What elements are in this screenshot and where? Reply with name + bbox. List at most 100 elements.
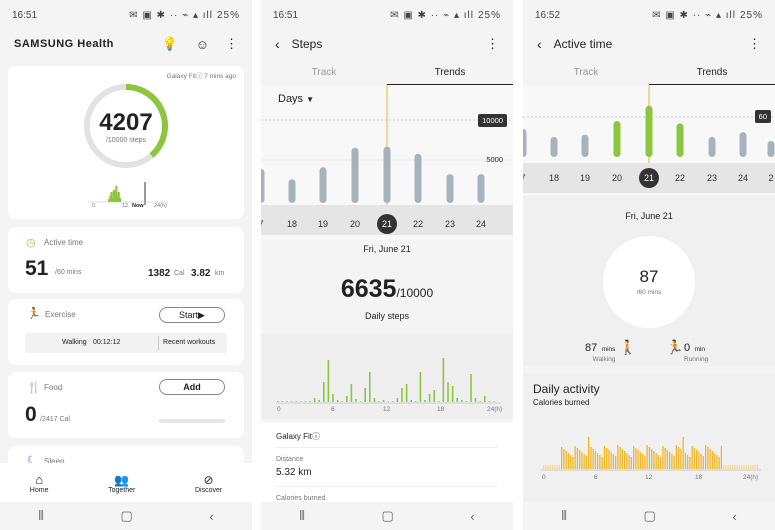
hour-bar [752, 465, 754, 469]
hour-bar [642, 454, 644, 469]
signal-icons: ✉ ▣ ✱ ·· ⌁ ▴ ıll [129, 9, 213, 21]
food-goal: /2417 Cal [40, 416, 70, 423]
walking-unit: mins [601, 346, 616, 353]
day-label[interactable]: 22 [413, 219, 423, 229]
period-selector[interactable]: Days ▼ [278, 93, 314, 105]
calories-unit: Cal [174, 270, 185, 277]
axis-0: 0 [542, 474, 546, 481]
day-label[interactable]: 18 [549, 173, 559, 183]
recent-workouts-link[interactable]: Recent workouts [163, 339, 216, 346]
day-label[interactable]: 24 [738, 173, 748, 183]
day-bar[interactable] [645, 105, 653, 157]
day-bar[interactable] [383, 146, 391, 203]
brand-title: SAMSUNG Health [14, 38, 114, 50]
back-arrow-icon[interactable]: ‹ [275, 36, 280, 52]
nav-discover[interactable]: ⊘ Discover [195, 473, 222, 494]
hour-bar [662, 446, 664, 469]
day-bar[interactable] [414, 153, 422, 203]
hour-bar [433, 390, 435, 402]
home-button-icon[interactable]: ▢ [381, 508, 394, 523]
running-value: 0 [684, 342, 691, 354]
dropdown-icon: ▼ [306, 95, 315, 104]
back-icon[interactable]: ‹ [470, 508, 475, 524]
hour-bar [626, 453, 628, 469]
day-label[interactable]: 2 [768, 173, 773, 183]
more-options-icon[interactable]: ⋮ [225, 36, 238, 51]
more-options-icon[interactable]: ⋮ [748, 36, 761, 51]
day-label[interactable]: 23 [707, 173, 717, 183]
tab-trends[interactable]: Trends [387, 61, 513, 85]
hour-bar [456, 398, 458, 402]
hour-bar [579, 450, 581, 469]
day-label[interactable]: 20 [350, 219, 360, 229]
day-label[interactable]: 24 [476, 219, 486, 229]
recents-icon[interactable]: ⦀ [561, 508, 567, 523]
hour-bar [648, 447, 651, 469]
hour-bar [461, 400, 463, 402]
day-label[interactable]: 7 [523, 173, 526, 183]
day-label[interactable]: 20 [612, 173, 622, 183]
status-time: 16:52 [535, 9, 561, 21]
hour-bar [470, 374, 472, 402]
day-bar[interactable] [288, 179, 296, 203]
more-options-icon[interactable]: ⋮ [486, 36, 499, 51]
recents-icon[interactable]: ⦀ [38, 508, 44, 523]
day-label[interactable]: 7 [261, 219, 264, 229]
home-button-icon[interactable]: ▢ [643, 508, 656, 523]
day-bar[interactable] [581, 134, 589, 157]
add-food-button[interactable]: Add [159, 379, 225, 395]
home-icon: ⌂ [35, 472, 44, 487]
day-bar[interactable] [261, 169, 265, 203]
tab-track[interactable]: Track [573, 67, 599, 78]
hour-bar [493, 401, 495, 402]
profile-icon[interactable]: ☺ [195, 36, 209, 52]
active-time-card[interactable]: ◷ Active time 51 /60 mins 1382 Cal 3.82 … [8, 227, 244, 293]
steps-card[interactable]: Galaxy Fitⓘ 7 mins ago 4207 /10000 steps… [8, 66, 244, 219]
day-label[interactable]: 23 [445, 219, 455, 229]
day-bar[interactable] [767, 141, 775, 157]
day-bar[interactable] [613, 121, 621, 157]
nav-home[interactable]: ⌂ Home [30, 472, 49, 494]
bottom-nav: ⌂ Home 👥 Together ⊘ Discover [0, 463, 252, 503]
recents-icon[interactable]: ⦀ [299, 508, 305, 523]
day-bar[interactable] [550, 137, 558, 157]
back-icon[interactable]: ‹ [209, 508, 214, 524]
day-label[interactable]: 19 [580, 173, 590, 183]
people-icon: 👥 [114, 472, 130, 487]
hour-bar [438, 401, 440, 402]
axis-mid: 12 [122, 203, 129, 209]
active-tabs: Track Trends [523, 61, 775, 85]
day-bar[interactable] [676, 123, 684, 157]
day-label[interactable]: 19 [318, 219, 328, 229]
hour-bar [581, 452, 583, 469]
nav-together[interactable]: 👥 Together [108, 473, 135, 494]
tab-track[interactable]: Track [311, 67, 337, 78]
day-bar[interactable] [446, 174, 454, 203]
food-card[interactable]: 🍴 Food Add 0 /2417 Cal [8, 372, 244, 438]
day-label[interactable]: 18 [287, 219, 297, 229]
axis-end: 24(h) [154, 203, 167, 209]
hour-bar [309, 401, 311, 402]
hour-bar [612, 454, 615, 469]
tab-trends[interactable]: Trends [649, 61, 775, 85]
start-exercise-button[interactable]: Start▶ [159, 307, 225, 323]
day-bar[interactable] [523, 129, 527, 157]
day-bar[interactable] [739, 132, 747, 157]
hour-bar [619, 447, 621, 469]
hour-bar [718, 457, 720, 469]
day-label[interactable]: 21 [644, 173, 654, 183]
day-bar[interactable] [708, 137, 716, 157]
day-bar[interactable] [351, 147, 359, 203]
day-bar[interactable] [477, 174, 485, 203]
axis-0: 0 [277, 406, 281, 413]
exercise-card[interactable]: 🏃 Exercise Start▶ Walking 00:12:12 Recen… [8, 299, 244, 365]
day-bar[interactable] [319, 167, 327, 203]
day-label[interactable]: 21 [382, 219, 392, 229]
home-button-icon[interactable]: ▢ [120, 508, 133, 523]
day-label[interactable]: 22 [675, 173, 685, 183]
selected-day-marker [639, 168, 659, 188]
back-icon[interactable]: ‹ [732, 508, 737, 524]
lightbulb-icon[interactable]: 💡 [161, 36, 178, 51]
back-arrow-icon[interactable]: ‹ [537, 36, 542, 52]
hour-bar [290, 401, 293, 402]
